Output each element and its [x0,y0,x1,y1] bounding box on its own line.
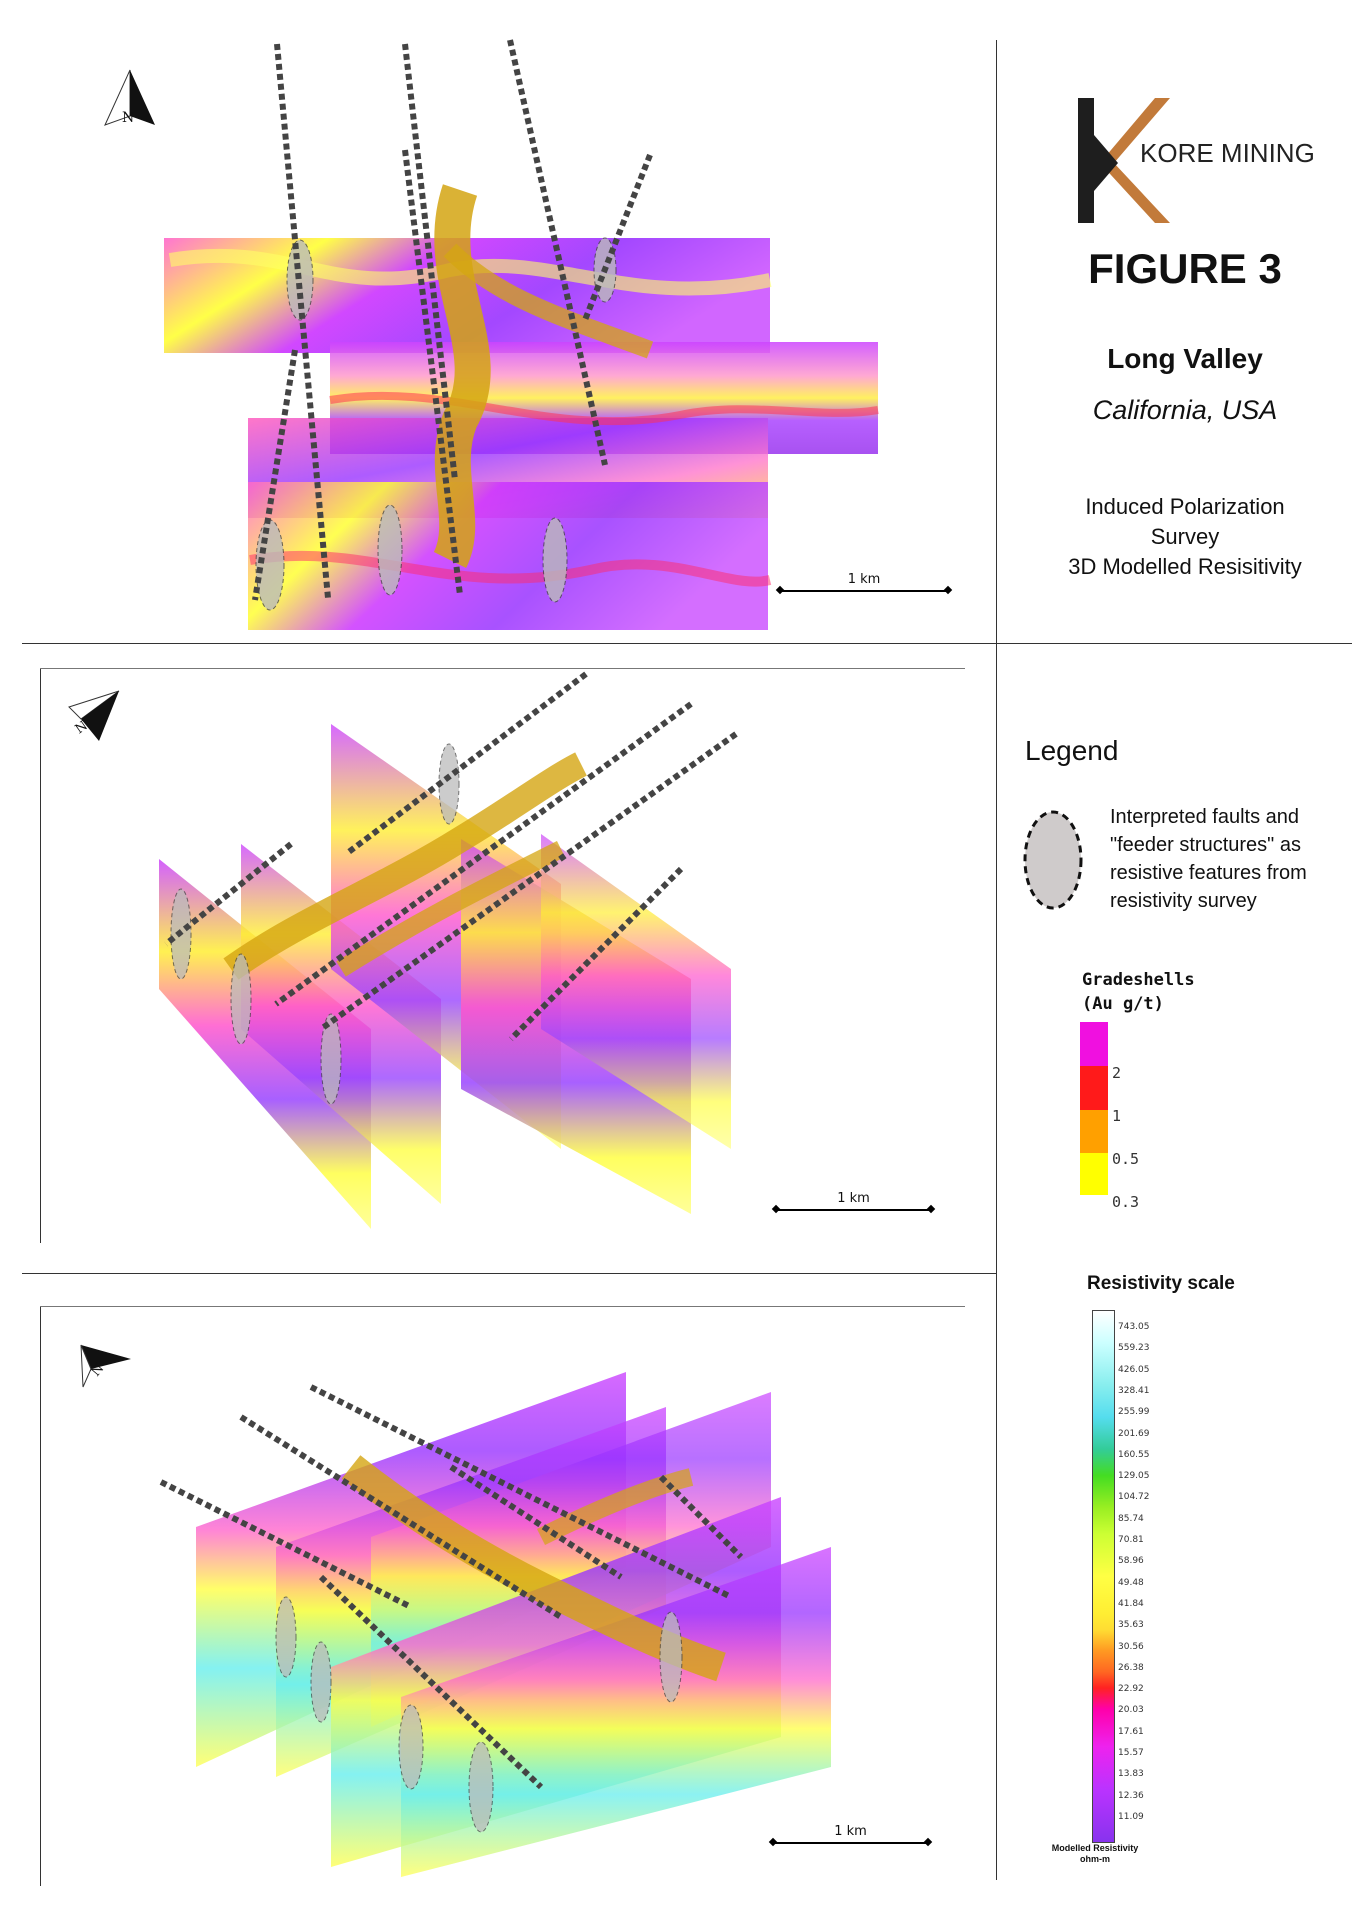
scale-bar-1: 1 km [780,572,948,592]
oblique-view-render-1: N [68,671,738,1229]
fault-legend-text-4: resistivity survey [1110,890,1257,912]
resistivity-tick-label: 17.61 [1118,1726,1144,1737]
survey-line-2: Survey [1150,524,1220,549]
resistivity-tick-label: 35.63 [1118,1620,1144,1631]
plan-view-render: N [104,39,879,630]
resistivity-tick-label: 559.23 [1118,1343,1150,1354]
resistivity-tick-label: 41.84 [1118,1598,1144,1609]
resistivity-tick-label: 201.69 [1118,1428,1150,1439]
compass-icon: N [80,1344,131,1388]
plan-view-panel: N 1 km [30,20,990,630]
resistivity-tick-label: 104.72 [1118,1492,1150,1503]
scale-bar-2: 1 km [776,1191,931,1211]
fault-legend-text-3: resistive features from [1110,862,1307,884]
resistivity-tick-label: 30.56 [1118,1641,1144,1652]
oblique-view-render-2: N [80,1344,831,1877]
gradeshells-title-2: (Au g/t) [1082,994,1164,1014]
gradeshell-swatch-2 [1080,1022,1108,1066]
resistivity-tick-label: 743.05 [1118,1322,1150,1332]
resistivity-tick-label: 26.38 [1118,1662,1144,1673]
resistivity-tick-label: 328.41 [1118,1385,1150,1396]
survey-line-3: 3D Modelled Resisitivity [1068,554,1302,579]
horizontal-divider-1 [22,643,1352,644]
legend-heading: Legend [1025,735,1119,766]
resistivity-footer-1: Modelled Resistivity [1051,1843,1139,1853]
svg-text:N: N [122,110,134,126]
brand-name: KORE MINING [1140,138,1315,168]
panel2-left-border [40,668,41,1243]
panel3-top-border [40,1306,965,1307]
resistivity-tick-label: 20.03 [1118,1705,1144,1716]
resistivity-tick-label: 70.81 [1118,1535,1144,1545]
vertical-divider [996,40,997,1880]
oblique-view-panel-2: N 1 km [41,1307,965,1885]
resistivity-title: Resistivity scale [1087,1273,1235,1294]
location-name: Long Valley [1107,343,1263,374]
scale-bar-3: 1 km [773,1824,928,1844]
gradeshell-label-1: 1 [1112,1107,1122,1125]
horizontal-divider-2 [22,1273,996,1274]
resistivity-colorbar [1092,1310,1115,1843]
resistivity-tick-label: 58.96 [1118,1556,1144,1567]
resistivity-tick-label: 129.05 [1118,1471,1150,1482]
compass-icon: N [68,690,120,741]
resistivity-tick-label: 255.99 [1118,1407,1150,1418]
survey-line-1: Induced Polarization [1085,494,1285,519]
resistivity-tick-label: 22.92 [1118,1684,1144,1695]
gradeshell-swatch-0-5 [1080,1110,1108,1153]
resistivity-tick-label: 160.55 [1118,1449,1150,1460]
resistivity-tick-label: 85.74 [1118,1513,1144,1524]
gradeshells-title-1: Gradeshells [1082,970,1195,990]
gradeshell-swatch-0-3 [1080,1153,1108,1195]
gradeshell-label-0-3: 0.3 [1112,1193,1140,1211]
resistivity-tick-label: 15.57 [1118,1748,1144,1758]
location-region: California, USA [1092,395,1278,425]
figure-title: FIGURE 3 [1088,245,1282,292]
resistivity-tick-label: 49.48 [1118,1577,1144,1588]
resistivity-tick-label: 426.05 [1118,1364,1150,1375]
oblique-view-panel-1: N 1 km [41,669,965,1242]
compass-icon: N [104,69,155,126]
fault-ellipse-icon [1023,810,1083,910]
panel2-top-border [40,668,965,669]
gradeshell-label-0-5: 0.5 [1112,1150,1140,1168]
gradeshell-label-2: 2 [1112,1064,1122,1082]
gradeshell-swatch-1 [1080,1066,1108,1110]
kore-mining-logo [1078,98,1170,223]
fault-legend-text-2: "feeder structures" as [1110,834,1301,856]
panel3-left-border [40,1306,41,1886]
resistivity-tick-label: 11.09 [1118,1811,1144,1822]
resistivity-footer-2: ohm-m [1080,1854,1110,1864]
resistivity-tick-label: 12.36 [1118,1790,1144,1801]
resistivity-tick-label: 13.83 [1118,1769,1144,1780]
fault-legend-text-1: Interpreted faults and [1110,806,1300,828]
